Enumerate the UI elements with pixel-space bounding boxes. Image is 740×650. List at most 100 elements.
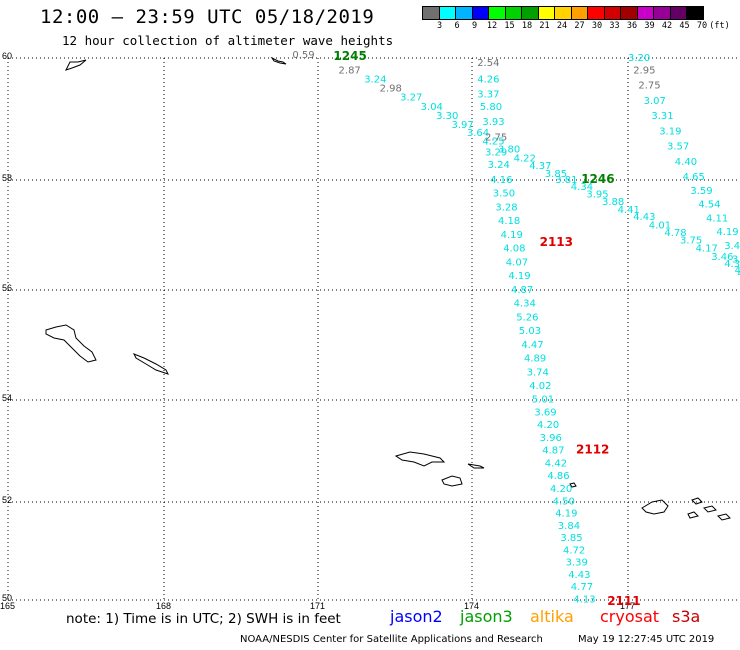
wave-height-value: 3.31 — [651, 111, 673, 122]
wave-height-value: 4.40 — [675, 157, 697, 168]
wave-height-value: 3.30 — [436, 111, 458, 122]
wave-height-value: 4.07 — [506, 257, 528, 268]
color-scale-label: 45 — [679, 21, 690, 31]
color-scale-label: 24 — [556, 21, 568, 31]
color-scale-label: 70 — [696, 21, 708, 31]
wave-height-value: 4.13 — [573, 595, 595, 606]
wave-height-value: 4.16 — [490, 175, 512, 186]
wave-height-value: 5.01 — [532, 395, 554, 406]
color-scale-labels: 3 6 9 12 15 18 21 24 27 30 33 36 39 42 45 70 (ft) — [422, 21, 740, 33]
wave-height-value: 4.11 — [706, 213, 728, 224]
longitude-label: 168 — [156, 601, 171, 611]
wave-height-value: 4.43 — [568, 570, 590, 581]
wave-height-value: 5.03 — [519, 326, 541, 337]
wave-height-value: 4.20 — [537, 420, 559, 431]
wave-height-value: 4.01 — [649, 220, 671, 231]
coastlines — [45, 56, 731, 521]
wave-height-value: 3.46 — [711, 252, 733, 263]
wave-height-value: 4.19 — [555, 509, 577, 520]
wave-height-value: 4. — [737, 268, 740, 279]
wave-height-value: 3.88 — [602, 197, 624, 208]
wave-height-value: 4.86 — [547, 471, 569, 482]
wave-height-value: 3.95 — [586, 190, 608, 201]
wave-height-value: 3.80 — [498, 145, 520, 156]
footer-note: note: 1) Time is in UTC; 2) SWH is in fe… — [66, 611, 341, 627]
island-agattu — [132, 353, 169, 375]
wave-height-value: 2.54 — [477, 58, 499, 69]
wave-height-value: 4.19 — [508, 271, 530, 282]
wave-height-value: 3.69 — [534, 407, 556, 418]
wave-height-value: 4.25 — [482, 137, 504, 148]
wave-height-value: 5.80 — [480, 102, 502, 113]
wave-height-value: 4.34 — [571, 182, 593, 193]
wave-height-value: 4.44 — [735, 266, 740, 277]
islet-track — [569, 482, 577, 488]
wave-height-value: 4.18 — [498, 216, 520, 227]
wave-height-value: 3.44 — [724, 241, 740, 252]
island-adak — [641, 499, 669, 515]
wave-height-value: 3.75 — [680, 235, 702, 246]
wave-height-value: 4.26 — [477, 74, 499, 85]
wave-height-value: 4.19 — [716, 227, 738, 238]
legend-altika: altika — [530, 607, 574, 626]
wave-height-value: 5.26 — [516, 312, 538, 323]
wave-height-value: 2.95 — [633, 65, 655, 76]
legend-cryosat: cryosat — [600, 607, 660, 626]
color-scale-label: 6 — [454, 21, 460, 31]
wave-height-value: 4.37 — [724, 259, 740, 270]
wave-height-value: 4.78 — [664, 228, 686, 239]
color-scale-label: 18 — [521, 21, 533, 31]
wave-height-value: 3.39 — [566, 558, 588, 569]
longitude-label: 174 — [464, 601, 479, 611]
wave-height-value: 4.50 — [553, 496, 575, 507]
wave-height-value: 4.22 — [514, 154, 536, 165]
coast-north-islet — [270, 56, 287, 65]
wave-height-value: 2.75 — [485, 132, 507, 143]
wave-height-value: 3.85 — [545, 169, 567, 180]
wave-height-value: 4.54 — [698, 200, 720, 211]
color-scale-bar — [422, 6, 704, 20]
wave-height-value: 3.74 — [527, 367, 549, 378]
wave-height-value: 3.20 — [628, 53, 650, 64]
legend-s3a: s3a — [672, 607, 701, 626]
latitude-label: 60 — [2, 51, 12, 61]
latitude-label: 52 — [2, 495, 12, 505]
map-title: 12:00 — 23:59 UTC 05/18/2019 — [40, 6, 375, 28]
credit-line: NOAA/NESDIS Center for Satellite Applica… — [240, 634, 543, 645]
wave-height-value: 4.47 — [521, 340, 543, 351]
generated-timestamp: May 19 12:27:45 UTC 2019 — [578, 634, 715, 645]
wave-height-value: 4.41 — [618, 205, 640, 216]
color-scale-label: 39 — [644, 21, 655, 31]
wave-height-value: 4.17 — [696, 244, 718, 255]
longitude-label: 171 — [310, 601, 325, 611]
island-rat — [441, 475, 463, 487]
legend-jason2: jason2 — [390, 607, 443, 626]
longitude-label: 165 — [0, 601, 15, 611]
coast-northwest — [65, 59, 87, 71]
wave-height-value: 2.87 — [339, 65, 361, 76]
islet-east-3 — [717, 513, 731, 521]
color-scale-label: (ft) — [709, 21, 730, 31]
color-scale-label: 36 — [626, 21, 638, 31]
latitude-label: 50 — [2, 593, 12, 603]
color-swatch — [686, 6, 704, 20]
map-grid — [7, 57, 738, 601]
pass-time-label: 2112 — [576, 443, 609, 457]
wave-height-value: 4.43 — [633, 212, 655, 223]
wave-height-value: 3.29 — [485, 148, 507, 159]
wave-height-value: 4.34 — [514, 299, 536, 310]
wave-height-value: 3.97 — [451, 120, 473, 131]
latitude-label: 56 — [2, 283, 12, 293]
pass-time-label: 1246 — [581, 172, 614, 186]
wave-height-value: 3.57 — [667, 142, 689, 153]
wave-height-value: 4.02 — [529, 381, 551, 392]
color-scale-label: 12 — [486, 21, 498, 31]
wave-height-value: 3.27 — [400, 93, 422, 104]
wave-height-value: 2.98 — [380, 84, 402, 95]
wave-height-value: 4.42 — [545, 458, 567, 469]
wave-height-value: 4.19 — [501, 230, 523, 241]
wave-height-value: 3.85 — [560, 533, 582, 544]
wave-height-value: 3.59 — [690, 186, 712, 197]
color-scale-label: 27 — [574, 21, 585, 31]
